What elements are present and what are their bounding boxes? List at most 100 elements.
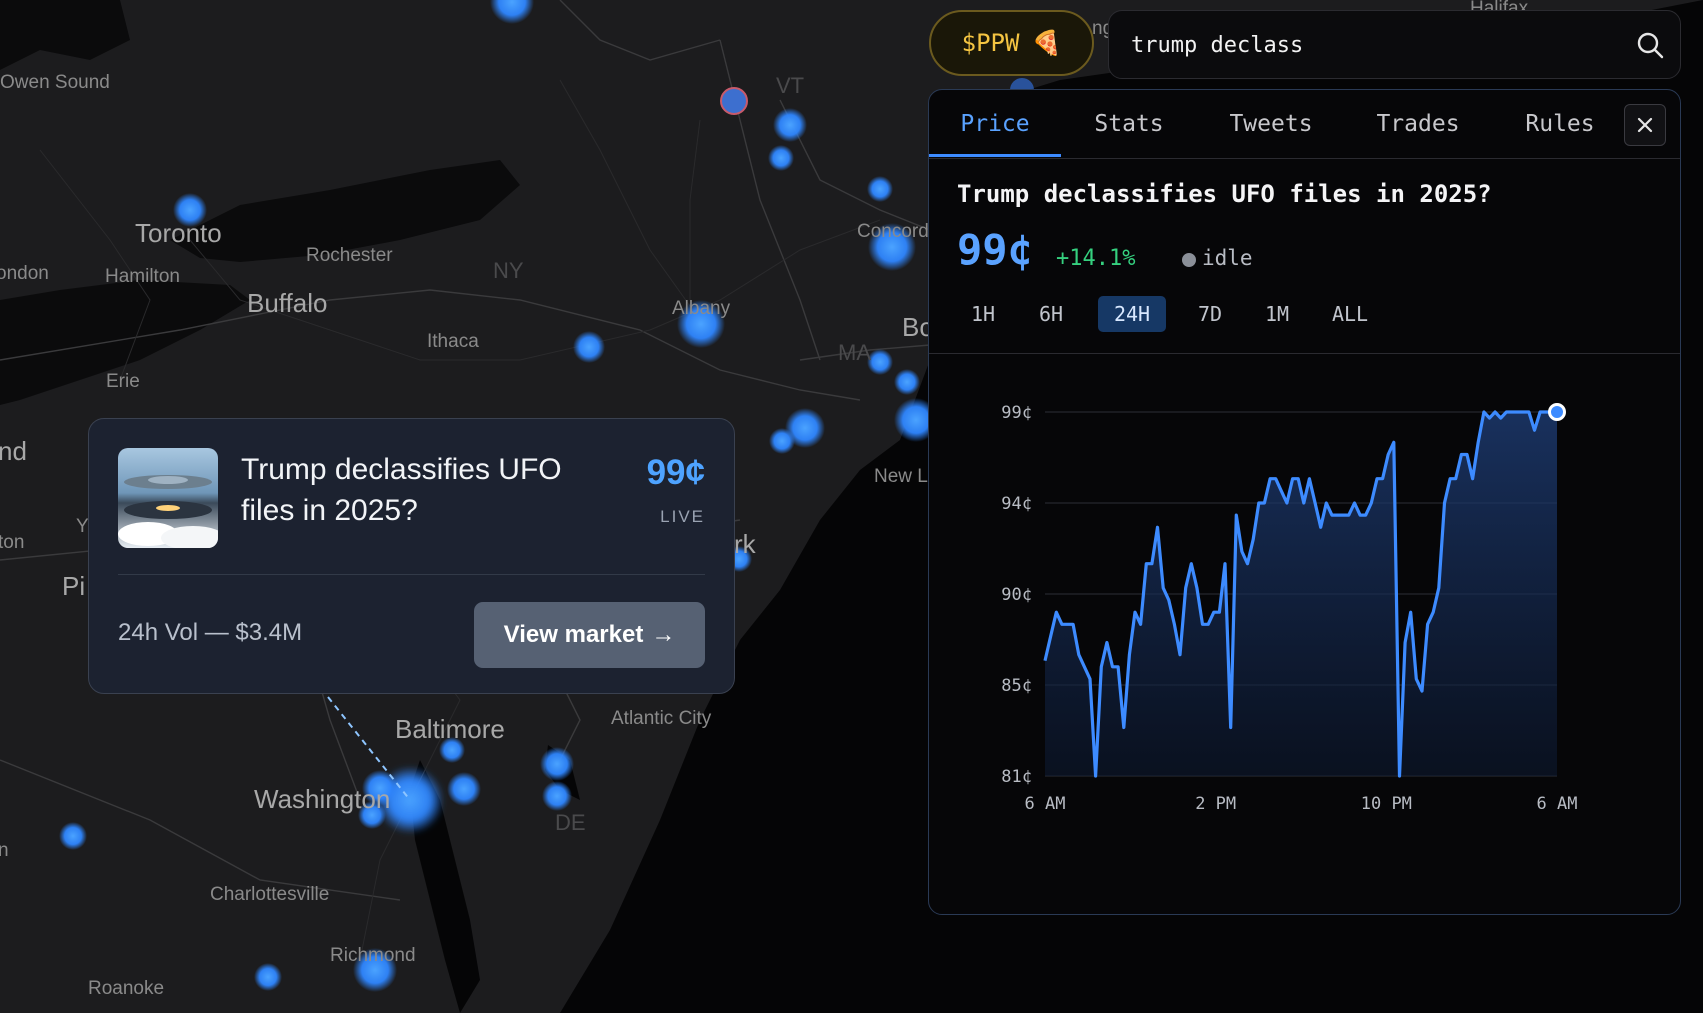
y-tick-label: 99¢ — [1001, 403, 1032, 423]
market-detail-panel: Price Stats Tweets Trades Rules Trump de… — [928, 89, 1681, 915]
market-dot[interactable] — [542, 781, 572, 811]
market-dot[interactable] — [59, 822, 87, 850]
city-label: rk — [734, 529, 757, 559]
last-price-marker — [1548, 403, 1566, 421]
city-label: Y — [76, 516, 89, 537]
market-dot[interactable] — [773, 108, 807, 142]
city-label: Buffalo — [247, 288, 327, 318]
time-range-selector: 1H 6H 24H 7D 1M ALL — [929, 296, 1680, 332]
token-button[interactable]: $PPW 🍕 — [929, 10, 1094, 76]
pizza-icon: 🍕 — [1031, 29, 1062, 57]
market-dots — [59, 0, 1514, 992]
market-dot[interactable] — [439, 737, 465, 763]
state-label: MA — [838, 340, 871, 365]
city-label: Concord — [857, 221, 929, 242]
range-1h[interactable]: 1H — [970, 302, 996, 326]
market-dot[interactable] — [173, 193, 207, 227]
market-dot[interactable] — [677, 300, 725, 348]
city-label: Hamilton — [105, 266, 180, 287]
market-dot[interactable] — [769, 428, 795, 454]
range-1m[interactable]: 1M — [1264, 302, 1290, 326]
price-change: +14.1% — [1056, 246, 1136, 271]
token-label: $PPW — [961, 29, 1020, 57]
market-dot[interactable] — [490, 0, 534, 24]
market-thumbnail — [118, 448, 218, 548]
market-dot[interactable] — [447, 772, 481, 806]
close-button[interactable] — [1624, 104, 1666, 146]
market-dot[interactable] — [540, 747, 574, 781]
lake-ontario — [170, 160, 520, 262]
status-dot-icon — [1182, 253, 1196, 267]
market-dot[interactable] — [358, 801, 386, 829]
state-label: DE — [555, 810, 586, 835]
view-market-button[interactable]: View market → — [474, 602, 705, 668]
city-labels: Owen Sound ondon Hamilton Rochester Erie… — [0, 0, 1529, 999]
city-label: n — [0, 840, 9, 861]
search-icon[interactable] — [1636, 31, 1664, 59]
city-label: Baltimore — [395, 714, 505, 744]
live-badge: LIVE — [660, 507, 705, 526]
y-tick-label: 90¢ — [1001, 585, 1032, 605]
tab-trades[interactable]: Trades — [1376, 111, 1460, 137]
price-chart[interactable]: 99¢ 94¢ 90¢ 85¢ 81¢ 6 AM 2 PM 10 PM 6 AM — [929, 354, 1680, 914]
search-bar — [1108, 10, 1681, 80]
current-price: 99¢ — [957, 225, 1033, 274]
close-icon — [1637, 117, 1653, 133]
x-tick-label: 6 AM — [1025, 794, 1066, 814]
x-tick-label: 2 PM — [1195, 794, 1236, 814]
market-dot[interactable] — [353, 948, 397, 992]
city-label: Albany — [672, 298, 731, 319]
city-label: Richmond — [330, 945, 416, 966]
tab-price[interactable]: Price — [960, 111, 1030, 137]
tab-tweets[interactable]: Tweets — [1229, 111, 1313, 137]
market-dot[interactable] — [720, 87, 748, 115]
state-label: NY — [493, 258, 524, 283]
y-tick-label: 85¢ — [1001, 676, 1032, 696]
market-dot[interactable] — [362, 770, 398, 806]
search-input[interactable] — [1129, 11, 1613, 80]
panel-tabs: Price Stats Tweets Trades Rules — [929, 90, 1680, 159]
market-dot[interactable] — [785, 408, 825, 448]
market-dot[interactable] — [867, 349, 893, 375]
city-label: Charlottesville — [210, 884, 329, 905]
tab-rules[interactable]: Rules — [1525, 111, 1595, 137]
volume-text: 24h Vol — $3.4M — [118, 619, 303, 646]
city-label: Erie — [106, 371, 140, 392]
city-label: nd — [0, 436, 27, 466]
range-all[interactable]: ALL — [1331, 302, 1369, 326]
market-dot[interactable] — [868, 223, 916, 271]
market-dot[interactable] — [768, 145, 794, 171]
market-popup-card: Trump declassifies UFO files in 2025? 99… — [88, 418, 735, 694]
city-label: New L — [874, 466, 928, 487]
city-label: Toronto — [135, 218, 222, 248]
city-label: Owen Sound — [0, 72, 110, 93]
view-market-label: View market — [503, 621, 644, 648]
area-fill — [1045, 412, 1557, 776]
x-tick-label: 10 PM — [1361, 794, 1412, 814]
city-label: Atlantic City — [611, 708, 712, 729]
y-tick-label: 81¢ — [1001, 767, 1032, 787]
ranges-divider — [929, 353, 1680, 354]
range-6h[interactable]: 6H — [1038, 302, 1064, 326]
market-dot[interactable] — [894, 369, 920, 395]
city-label: Pi — [62, 571, 85, 601]
state-label: VT — [776, 73, 804, 98]
city-label: Ithaca — [427, 331, 479, 352]
lake-huron — [0, 0, 130, 70]
city-label: Roanoke — [88, 978, 164, 999]
city-label: ton — [0, 532, 24, 553]
market-price: 99¢ — [646, 453, 705, 492]
range-24h[interactable]: 24H — [1098, 296, 1166, 332]
city-label: Rochester — [306, 245, 393, 266]
city-label: ondon — [0, 263, 49, 284]
tab-stats[interactable]: Stats — [1094, 111, 1164, 137]
lake-erie — [0, 280, 250, 405]
active-tab-indicator — [929, 154, 1061, 157]
price-series-line — [1043, 410, 1557, 778]
market-dot[interactable] — [894, 398, 938, 442]
market-dot[interactable] — [867, 176, 893, 202]
market-dot[interactable] — [573, 331, 605, 363]
range-7d[interactable]: 7D — [1197, 302, 1223, 326]
market-dot[interactable] — [254, 963, 282, 991]
